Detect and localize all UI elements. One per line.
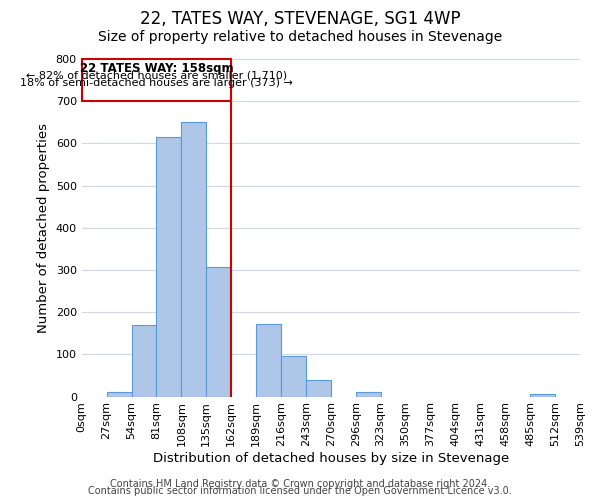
Text: Contains public sector information licensed under the Open Government Licence v3: Contains public sector information licen… [88,486,512,496]
Text: 18% of semi-detached houses are larger (373) →: 18% of semi-detached houses are larger (… [20,78,293,88]
Y-axis label: Number of detached properties: Number of detached properties [37,123,50,333]
Text: 22 TATES WAY: 158sqm: 22 TATES WAY: 158sqm [80,62,233,75]
Text: 22, TATES WAY, STEVENAGE, SG1 4WP: 22, TATES WAY, STEVENAGE, SG1 4WP [140,10,460,28]
Bar [356,392,380,396]
Bar [281,356,306,397]
X-axis label: Distribution of detached houses by size in Stevenage: Distribution of detached houses by size … [153,452,509,465]
Bar [107,392,131,396]
Bar [306,380,331,396]
FancyBboxPatch shape [82,59,231,101]
Bar [181,122,206,396]
Bar [131,325,157,396]
Bar [530,394,555,396]
Text: Size of property relative to detached houses in Stevenage: Size of property relative to detached ho… [98,30,502,44]
Text: ← 82% of detached houses are smaller (1,710): ← 82% of detached houses are smaller (1,… [26,70,287,81]
Text: Contains HM Land Registry data © Crown copyright and database right 2024.: Contains HM Land Registry data © Crown c… [110,479,490,489]
Bar [157,137,181,396]
Bar [206,266,231,396]
Bar [256,324,281,396]
